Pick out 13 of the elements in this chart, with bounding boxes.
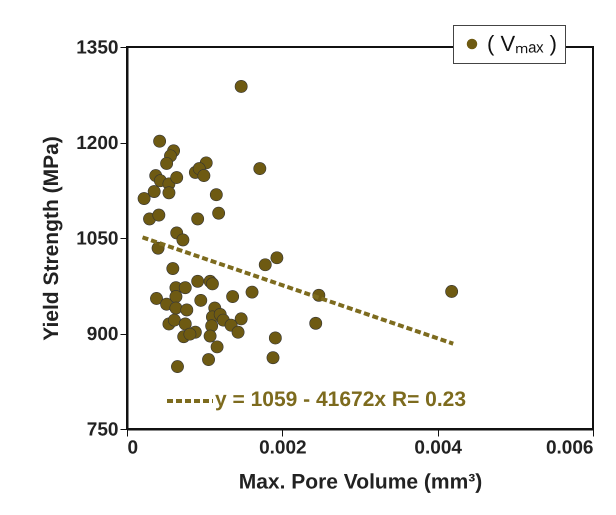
y-tick-label: 1350 <box>76 38 118 58</box>
y-tick-label: 1200 <box>76 133 118 154</box>
x-tick-label: 0.006 <box>546 438 594 458</box>
x-axis-title: Max. Pore Volume (mm³) <box>238 470 482 494</box>
legend-label: ( Vₘₐₓ ) <box>487 31 557 56</box>
y-tick-label: 900 <box>86 324 118 345</box>
y-axis-title: Yield Strength (MPa) <box>40 136 64 341</box>
legend-label: y = 1059 - 41672x R= 0.23 <box>215 388 466 411</box>
x-tick-label: 0.002 <box>259 438 307 458</box>
y-tick-label: 1050 <box>76 228 118 250</box>
x-tick-label: 0 <box>128 438 138 458</box>
x-tick-label: 0.004 <box>414 438 462 458</box>
y-tick-label: 750 <box>86 420 118 440</box>
